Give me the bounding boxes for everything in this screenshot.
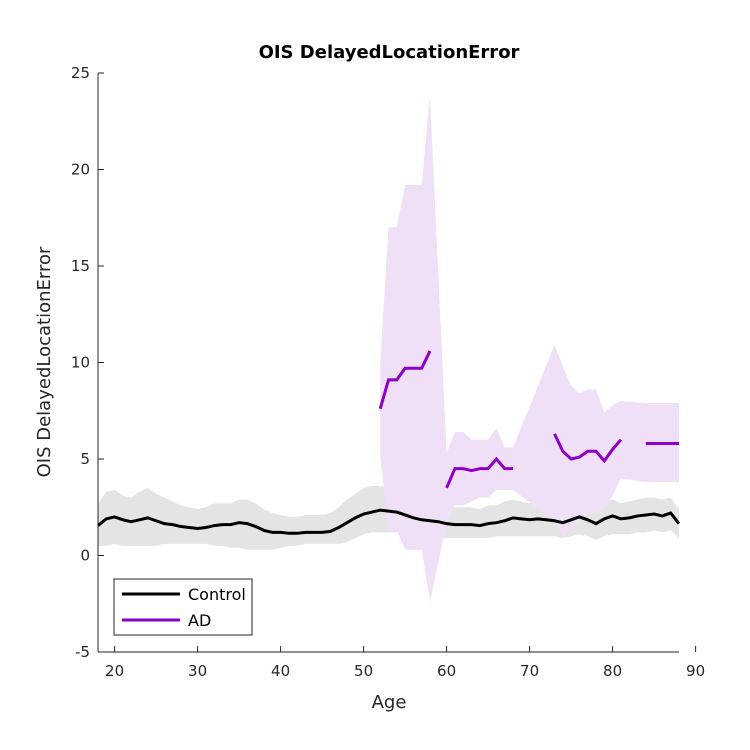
axes: 20 30 40 50 60 70 80 90 -5 0 5 10 15 20 25: [71, 64, 705, 680]
confidence-bands: [98, 96, 679, 602]
x-tick-label: 60: [437, 662, 456, 680]
x-tick-label: 90: [686, 662, 705, 680]
y-tick-label: 15: [71, 257, 90, 275]
y-tick-label: 5: [80, 450, 90, 468]
y-tick-label: 0: [80, 547, 90, 565]
x-tick-label: 40: [271, 662, 290, 680]
x-tick-label: 50: [354, 662, 373, 680]
line-ad-segment-3: [553, 433, 623, 464]
x-tick-label: 80: [603, 662, 622, 680]
chart-title: OIS DelayedLocationError: [259, 42, 520, 63]
x-tick-label: 20: [105, 662, 124, 680]
legend: Control AD: [113, 578, 253, 636]
x-tick-label: 30: [188, 662, 207, 680]
y-tick-label: 10: [71, 354, 90, 372]
y-tick-label: 25: [71, 64, 90, 82]
line-ad-segment-2: [445, 456, 513, 489]
series-lines: [97, 350, 681, 535]
line-ad-segment-1: [378, 350, 432, 410]
x-tick-label: 70: [520, 662, 539, 680]
x-axis-label: Age: [372, 692, 407, 713]
y-axis-label: OIS DelayedLocationError: [34, 246, 55, 477]
band-ad: [380, 96, 679, 602]
y-tick-label: -5: [75, 643, 90, 661]
legend-label-control: Control: [188, 585, 246, 604]
y-tick-label: 20: [71, 161, 90, 179]
legend-label-ad: AD: [188, 611, 211, 630]
legend-box: [113, 578, 253, 636]
line-control-segment-1: [97, 508, 681, 535]
